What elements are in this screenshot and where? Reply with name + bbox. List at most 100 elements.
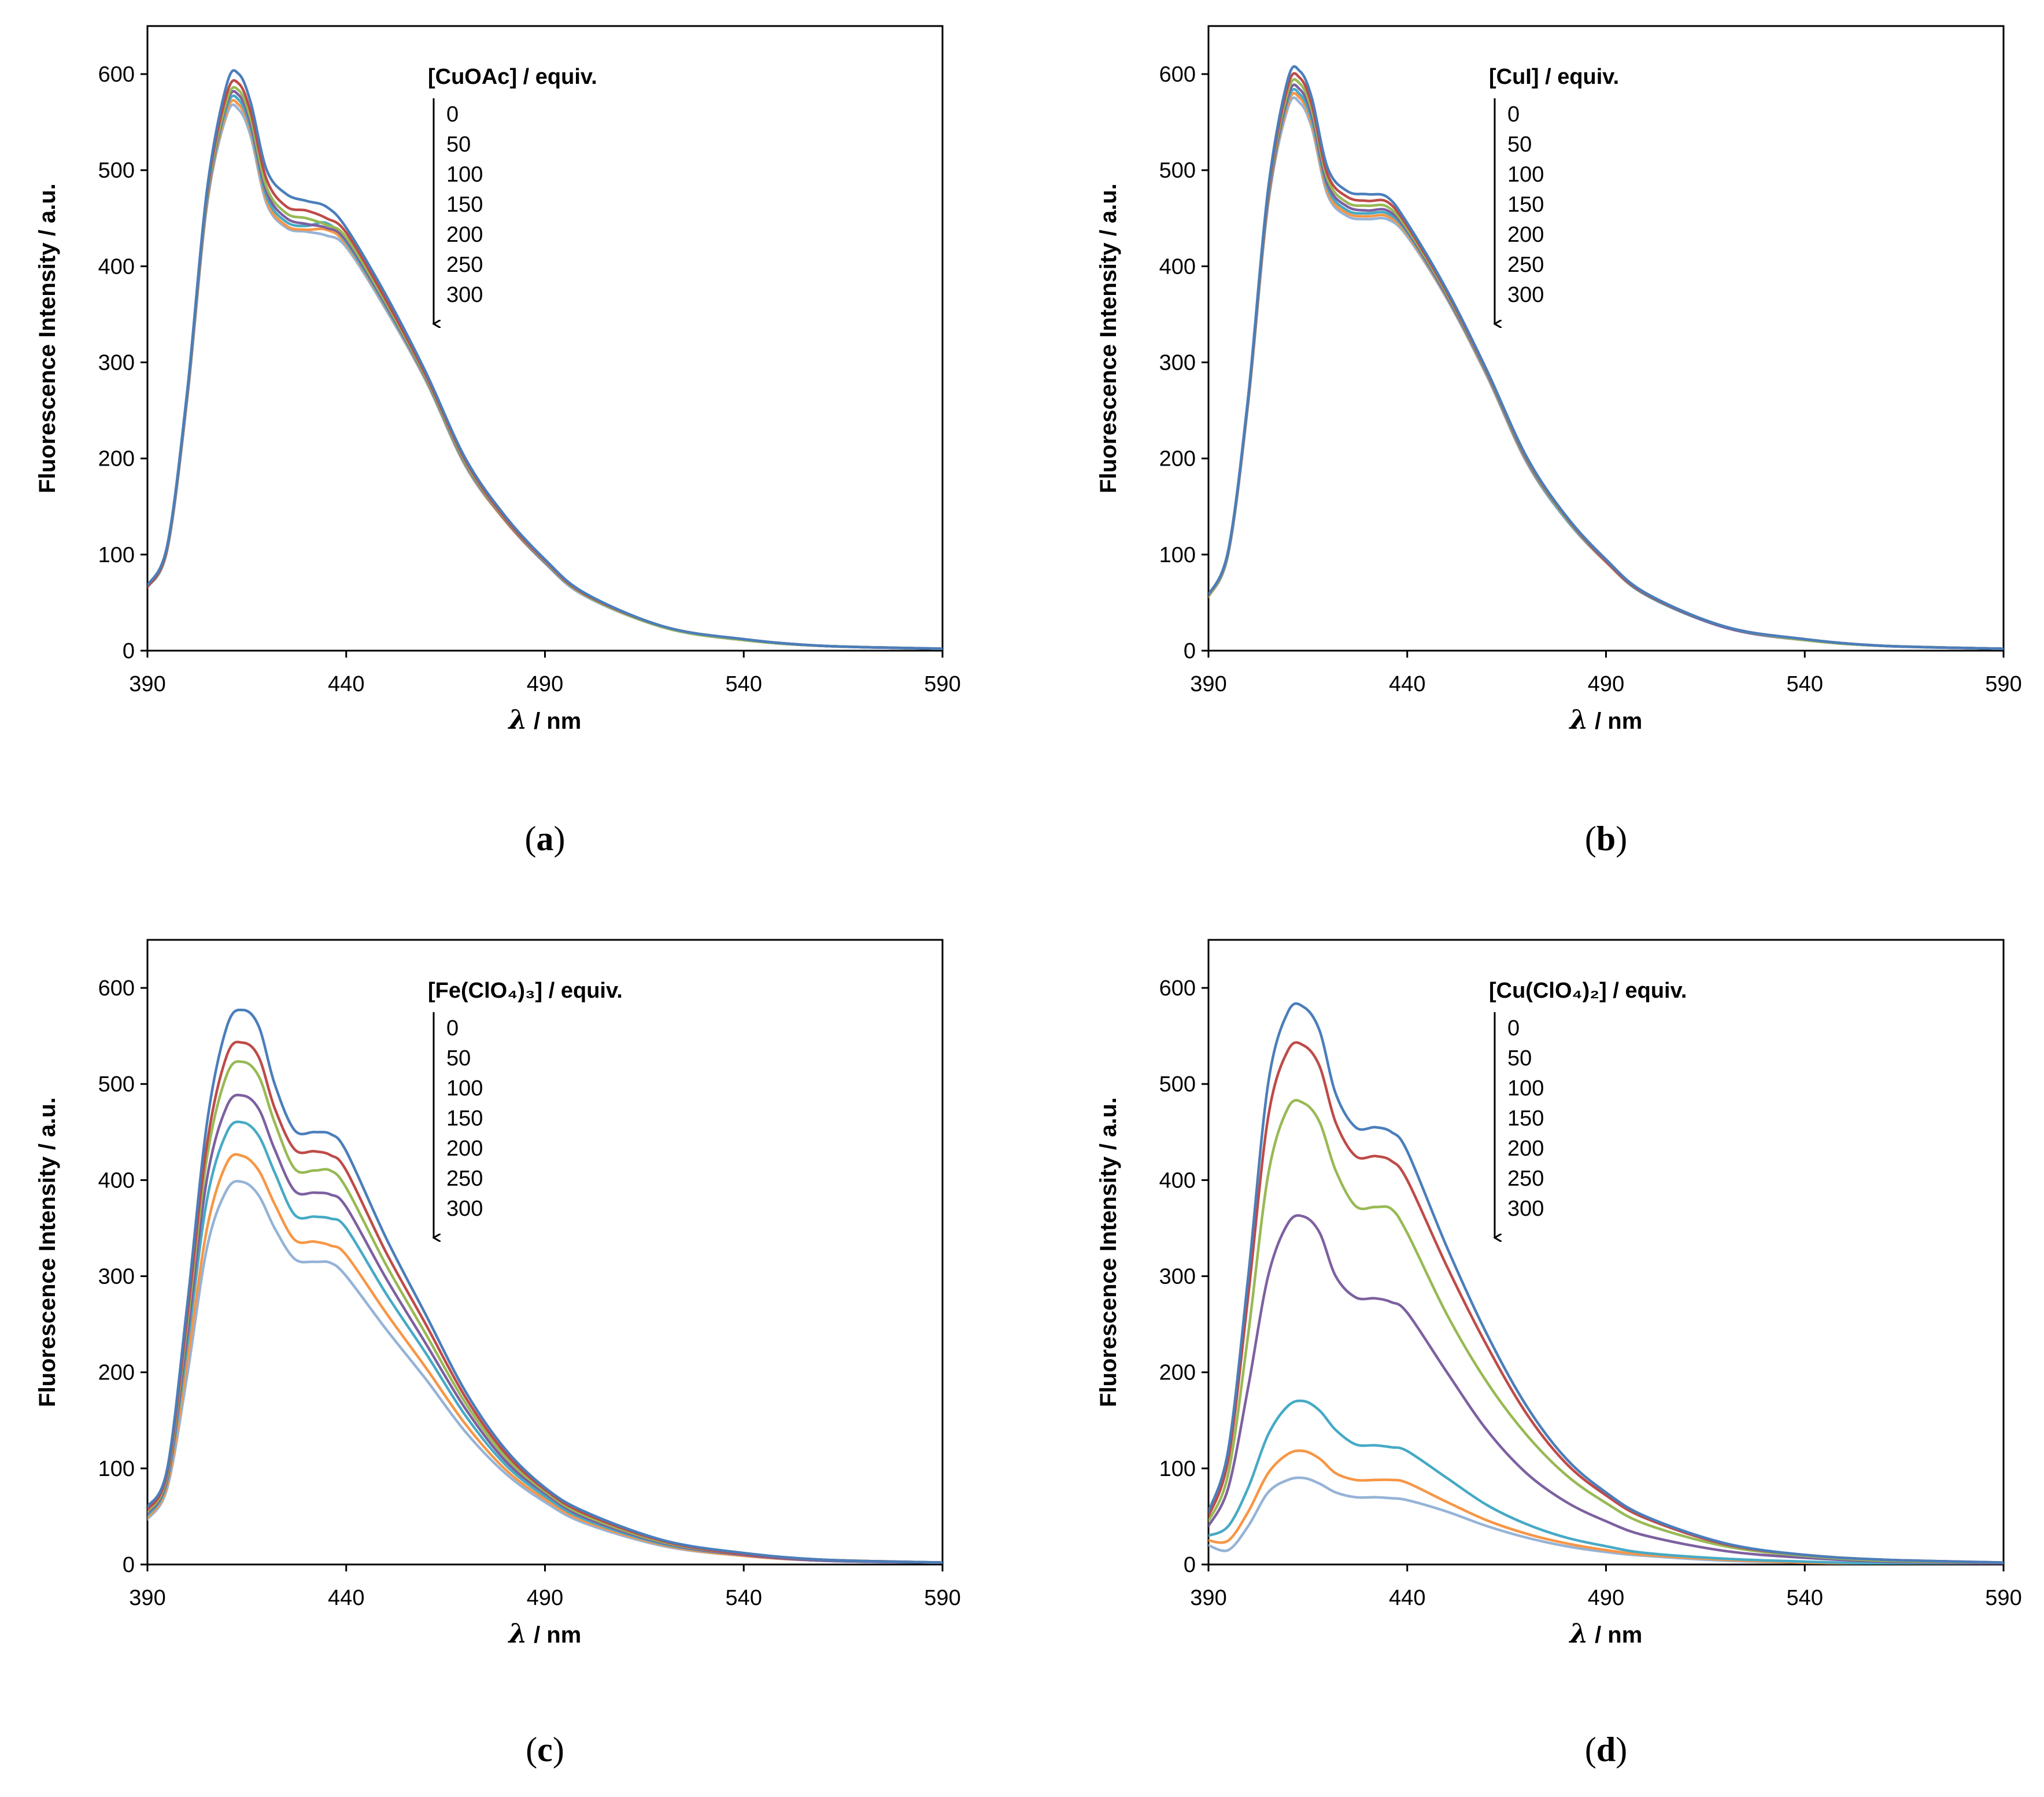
- series-line-0: [1208, 1002, 2004, 1564]
- panel-label: (c): [526, 1730, 564, 1769]
- x-tick-label: 590: [924, 672, 960, 696]
- legend-entry-50: 50: [1507, 1046, 1532, 1071]
- y-tick-label: 100: [1159, 1457, 1196, 1481]
- x-axis-title: λ / nm: [1569, 704, 1643, 735]
- legend-entry-250: 250: [446, 253, 483, 277]
- x-tick-label: 440: [328, 1586, 364, 1610]
- y-tick-label: 0: [123, 1553, 135, 1577]
- legend-entry-250: 250: [1507, 253, 1544, 277]
- legend-entry-200: 200: [446, 1136, 483, 1161]
- x-tick-label: 390: [129, 1586, 165, 1610]
- y-tick-label: 600: [1159, 62, 1196, 87]
- y-tick-label: 600: [98, 976, 135, 1001]
- y-tick-label: 200: [1159, 447, 1196, 471]
- x-axis-title: λ / nm: [508, 704, 582, 735]
- legend-entry-100: 100: [1507, 1076, 1544, 1101]
- legend-entry-150: 150: [1507, 1106, 1544, 1131]
- y-axis-title: Fluorescence Intensity / a.u.: [35, 1097, 60, 1407]
- x-tick-label: 490: [527, 1586, 563, 1610]
- panel-label: (d): [1585, 1730, 1627, 1769]
- legend-entry-150: 150: [1507, 193, 1544, 217]
- plot-frame: [1207, 25, 2005, 652]
- x-tick-label: 540: [726, 672, 762, 696]
- y-tick-label: 500: [1159, 1072, 1196, 1097]
- series-line-0: [147, 1008, 942, 1564]
- y-tick-label: 200: [98, 1361, 135, 1385]
- legend-entry-50: 50: [446, 1046, 471, 1071]
- legend-entry-150: 150: [446, 193, 483, 217]
- series-group: [1208, 65, 2004, 650]
- y-tick-label: 100: [1159, 543, 1196, 567]
- y-tick-label: 500: [98, 158, 135, 183]
- y-tick-label: 100: [98, 543, 135, 567]
- series-line-50: [1208, 1041, 2004, 1564]
- y-tick-label: 400: [1159, 1168, 1196, 1193]
- legend-entry-50: 50: [1507, 132, 1532, 157]
- y-tick-label: 500: [1159, 158, 1196, 183]
- x-tick-label: 490: [1588, 1586, 1624, 1610]
- y-tick-label: 400: [98, 1168, 135, 1193]
- x-tick-label: 390: [1190, 1586, 1226, 1610]
- x-tick-label: 390: [129, 672, 165, 696]
- legend-entry-50: 50: [446, 132, 471, 157]
- y-axis-title: Fluorescence Intensity / a.u.: [1096, 1097, 1121, 1407]
- series-line-150: [147, 90, 942, 650]
- x-tick-label: 440: [328, 672, 364, 696]
- legend-entry-200: 200: [1507, 223, 1544, 247]
- y-tick-label: 0: [1184, 1553, 1196, 1577]
- series-group: [1208, 1002, 2004, 1564]
- series-line-150: [1208, 1214, 2004, 1564]
- legend-entry-300: 300: [446, 283, 483, 307]
- y-tick-label: 0: [123, 639, 135, 663]
- legend-entry-300: 300: [446, 1197, 483, 1221]
- legend-entry-300: 300: [1507, 1197, 1544, 1221]
- y-tick-label: 300: [1159, 351, 1196, 375]
- x-tick-label: 390: [1190, 672, 1226, 696]
- x-axis-title: λ / nm: [508, 1618, 582, 1649]
- legend-entry-100: 100: [446, 1076, 483, 1101]
- legend-title: [CuI] / equiv.: [1489, 65, 1619, 89]
- y-tick-label: 500: [98, 1072, 135, 1097]
- y-tick-label: 0: [1184, 639, 1196, 663]
- legend-entry-0: 0: [1507, 1016, 1520, 1040]
- legend-entry-100: 100: [446, 163, 483, 187]
- y-tick-label: 300: [98, 351, 135, 375]
- series-group: [147, 1008, 942, 1564]
- x-tick-label: 540: [1787, 672, 1823, 696]
- y-tick-label: 400: [98, 254, 135, 279]
- x-tick-label: 590: [924, 1586, 960, 1610]
- legend-entry-300: 300: [1507, 283, 1544, 307]
- legend-title: [CuOAc] / equiv.: [428, 65, 597, 89]
- series-line-50: [147, 1040, 942, 1564]
- plot-frame: [146, 939, 944, 1566]
- x-tick-label: 490: [1588, 672, 1624, 696]
- y-axis-title: Fluorescence Intensity / a.u.: [1096, 183, 1121, 493]
- y-tick-label: 600: [1159, 976, 1196, 1001]
- series-line-100: [1208, 1099, 2004, 1564]
- y-axis-title: Fluorescence Intensity / a.u.: [35, 183, 60, 493]
- y-tick-label: 600: [98, 62, 135, 87]
- x-tick-label: 440: [1389, 672, 1425, 696]
- y-tick-label: 100: [98, 1457, 135, 1481]
- y-tick-label: 200: [1159, 1361, 1196, 1385]
- series-line-200: [1208, 1399, 2004, 1564]
- series-group: [147, 69, 942, 650]
- legend-entry-200: 200: [1507, 1136, 1544, 1161]
- x-axis-title: λ / nm: [1569, 1618, 1643, 1649]
- series-line-0: [147, 69, 942, 650]
- series-line-0: [1208, 65, 2004, 650]
- x-tick-label: 590: [1985, 672, 2021, 696]
- plot-frame: [146, 25, 944, 652]
- panel-label: (b): [1585, 820, 1627, 858]
- panel-label: (a): [525, 820, 565, 858]
- y-tick-label: 300: [98, 1265, 135, 1289]
- x-tick-label: 440: [1389, 1586, 1425, 1610]
- series-line-300: [147, 1179, 942, 1564]
- legend-entry-100: 100: [1507, 163, 1544, 187]
- legend-title: [Cu(ClO₄)₂] / equiv.: [1489, 979, 1687, 1003]
